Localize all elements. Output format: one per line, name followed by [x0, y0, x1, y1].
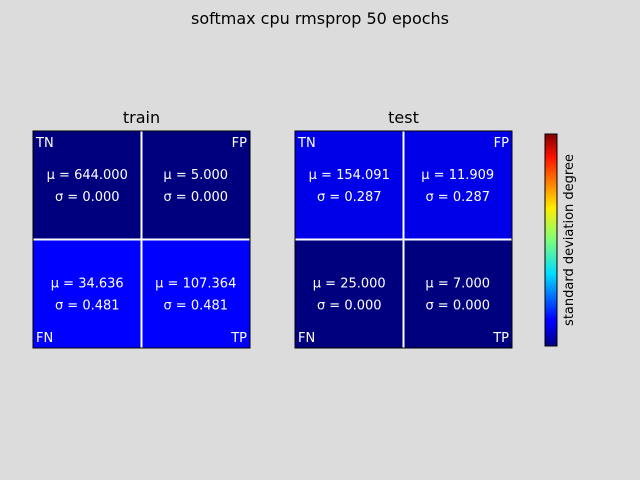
- cell-corner-label: TN: [297, 136, 316, 151]
- cell-std: σ = 0.287: [425, 190, 490, 205]
- cell-corner-label: FP: [232, 136, 247, 151]
- heatmap-panels: train μ = 644.000 σ = 0.000 TN μ = 5.000 σ = …: [32, 108, 513, 349]
- cell-std: σ = 0.000: [317, 299, 382, 314]
- cell-std: σ = 0.000: [55, 190, 120, 205]
- cell-FP: [403, 131, 512, 240]
- panel-title: train: [123, 108, 160, 127]
- cell-std: σ = 0.000: [425, 299, 490, 314]
- figure-title: softmax cpu rmsprop 50 epochs: [191, 9, 449, 28]
- panel-frame: [32, 130, 251, 349]
- cell-mean: μ = 154.091: [309, 168, 390, 183]
- cell-TP: [403, 239, 512, 348]
- cell-TN: [295, 131, 404, 240]
- colorbar-gradient: [544, 133, 558, 347]
- colorbar-label: standard deviation degree: [562, 154, 577, 326]
- cell-corner-label: TP: [492, 331, 509, 346]
- cell-mean: μ = 644.000: [47, 168, 128, 183]
- cell-std: σ = 0.481: [55, 299, 120, 314]
- cell-corner-label: FP: [494, 136, 509, 151]
- cell-mean: μ = 7.000: [425, 277, 490, 292]
- cell-TN: [33, 131, 142, 240]
- cell-mean: μ = 25.000: [313, 277, 386, 292]
- cell-mean: μ = 11.909: [421, 168, 494, 183]
- cell-FN: [33, 239, 142, 348]
- cell-TP: [141, 239, 250, 348]
- cell-corner-label: FN: [298, 331, 315, 346]
- cell-std: σ = 0.481: [163, 299, 228, 314]
- cell-std: σ = 0.287: [317, 190, 382, 205]
- panel-title: test: [388, 108, 419, 127]
- heatmap-train: train μ = 644.000 σ = 0.000 TN μ = 5.000 σ = …: [32, 108, 251, 349]
- cell-corner-label: FN: [36, 331, 53, 346]
- heatmap-test: test μ = 154.091 σ = 0.287 TN μ = 11.909 σ = …: [294, 108, 513, 349]
- cell-mean: μ = 5.000: [163, 168, 228, 183]
- cell-corner-label: TP: [230, 331, 247, 346]
- colorbar: standard deviation degree: [544, 133, 577, 347]
- cell-mean: μ = 107.364: [155, 277, 236, 292]
- cell-corner-label: TN: [35, 136, 54, 151]
- cell-mean: μ = 34.636: [51, 277, 124, 292]
- cell-FP: [141, 131, 250, 240]
- panel-frame: [294, 130, 513, 349]
- cell-FN: [295, 239, 404, 348]
- cell-std: σ = 0.000: [163, 190, 228, 205]
